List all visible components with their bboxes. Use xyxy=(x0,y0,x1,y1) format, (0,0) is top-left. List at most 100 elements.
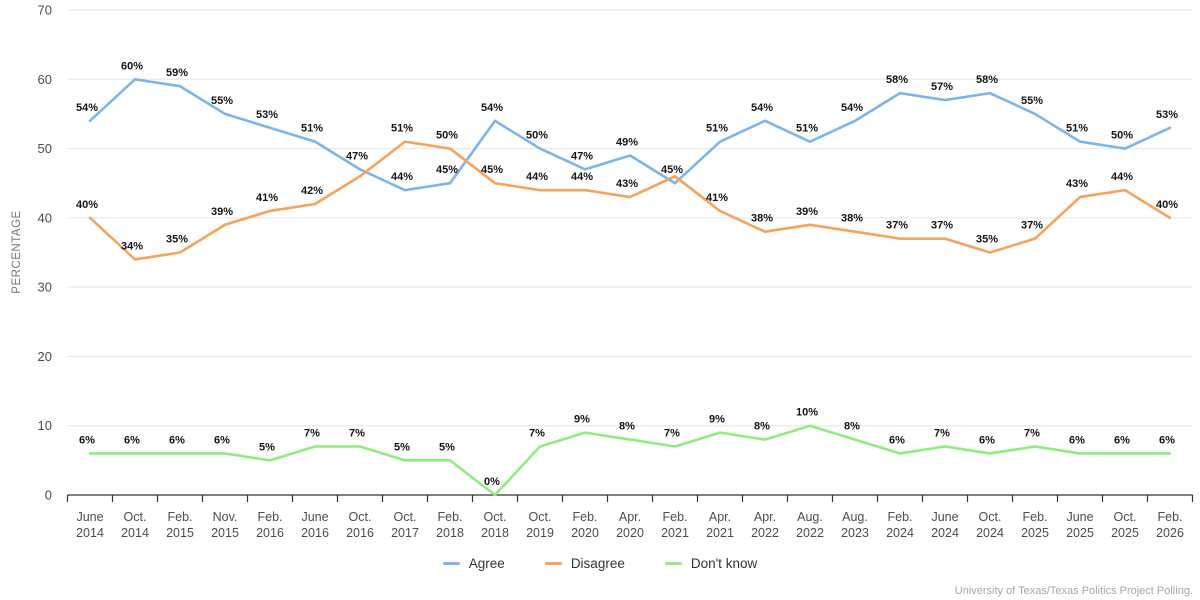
disagree-data-label: 37% xyxy=(1021,220,1043,232)
don-t-know-data-label: 6% xyxy=(979,434,995,446)
x-tick-label-year: 2024 xyxy=(976,526,1004,540)
agree-data-label: 54% xyxy=(76,102,98,114)
disagree-line[interactable] xyxy=(88,140,1172,261)
agree-data-label: 58% xyxy=(976,74,998,86)
disagree-data-label: 39% xyxy=(796,206,818,218)
source-credit: University of Texas/Texas Politics Proje… xyxy=(954,585,1193,597)
disagree-data-label: 37% xyxy=(931,220,953,232)
x-tick-label-year: 2022 xyxy=(796,526,824,540)
don-t-know-data-label: 9% xyxy=(574,414,590,426)
y-tick-label: 10 xyxy=(38,418,52,433)
agree-line[interactable] xyxy=(88,77,1172,192)
x-tick-label-year: 2019 xyxy=(526,526,554,540)
x-tick-label-year: 2014 xyxy=(121,526,149,540)
don-t-know-data-label: 7% xyxy=(1024,428,1040,440)
x-tick-label-year: 2022 xyxy=(751,526,779,540)
y-tick-label: 30 xyxy=(38,280,52,295)
x-tick-label-month: Oct. xyxy=(124,510,147,524)
agree-data-label: 51% xyxy=(796,123,818,135)
x-tick-label-year: 2025 xyxy=(1066,526,1094,540)
don-t-know-data-label: 6% xyxy=(1114,434,1130,446)
x-tick-label-year: 2017 xyxy=(391,526,419,540)
don-t-know-data-label: 7% xyxy=(304,428,320,440)
disagree-data-label: 44% xyxy=(1111,171,1133,183)
disagree-data-label: 35% xyxy=(976,234,998,246)
x-tick-label-month: Oct. xyxy=(484,510,507,524)
x-tick-label-year: 2016 xyxy=(301,526,329,540)
x-tick-label-year: 2023 xyxy=(841,526,869,540)
disagree-data-label: 41% xyxy=(706,192,728,204)
disagree-data-label: 44% xyxy=(526,171,548,183)
x-tick-label-month: Nov. xyxy=(213,510,238,524)
x-tick-label-year: 2024 xyxy=(886,526,914,540)
x-tick-label-year: 2018 xyxy=(481,526,509,540)
agree-data-label: 45% xyxy=(436,164,458,176)
don-t-know-data-label: 6% xyxy=(124,434,140,446)
legend-label: Agree xyxy=(468,556,505,571)
don-t-know-data-label: 6% xyxy=(214,434,230,446)
x-tick-label-year: 2021 xyxy=(661,526,689,540)
agree-data-label: 44% xyxy=(391,171,413,183)
disagree-data-label: 44% xyxy=(571,171,593,183)
don-t-know-data-label: 6% xyxy=(79,434,95,446)
agree-data-label: 54% xyxy=(841,102,863,114)
y-axis-title: PERCENTAGE xyxy=(11,210,23,293)
legend-label: Don't know xyxy=(690,556,758,571)
legend-label: Disagree xyxy=(570,556,625,571)
agree-data-label: 60% xyxy=(121,60,143,72)
x-tick-label-month: Oct. xyxy=(394,510,417,524)
don-t-know-line[interactable] xyxy=(88,424,1172,497)
agree-data-label: 53% xyxy=(256,109,278,121)
agree-data-label: 47% xyxy=(346,150,368,162)
x-tick-label-month: Oct. xyxy=(979,510,1002,524)
x-tick-label-year: 2025 xyxy=(1111,526,1139,540)
don-t-know-data-label: 7% xyxy=(349,428,365,440)
y-tick-label: 0 xyxy=(45,488,52,503)
disagree-data-label: 35% xyxy=(166,234,188,246)
agree-data-label: 51% xyxy=(706,123,728,135)
agree-data-label: 59% xyxy=(166,67,188,79)
x-tick-label-year: 2024 xyxy=(931,526,959,540)
x-tick-label-year: 2015 xyxy=(166,526,194,540)
agree-data-label: 51% xyxy=(1066,123,1088,135)
don-t-know-data-label: 5% xyxy=(439,441,455,453)
agree-data-label: 50% xyxy=(526,130,548,142)
don-t-know-data-label: 8% xyxy=(844,421,860,433)
x-tick-label-year: 2021 xyxy=(706,526,734,540)
agree-data-label: 50% xyxy=(1111,130,1133,142)
x-tick-label-year: 2018 xyxy=(436,526,464,540)
disagree-data-label: 50% xyxy=(436,130,458,142)
disagree-data-label: 41% xyxy=(256,192,278,204)
x-tick-label-month: Apr. xyxy=(754,510,776,524)
x-tick-label-year: 2025 xyxy=(1021,526,1049,540)
agree-data-label: 54% xyxy=(751,102,773,114)
y-tick-label: 60 xyxy=(38,72,52,87)
disagree-data-label: 38% xyxy=(751,213,773,225)
don-t-know-data-label: 9% xyxy=(709,414,725,426)
disagree-data-label: 51% xyxy=(391,123,413,135)
x-tick-label-month: Feb. xyxy=(662,510,687,524)
legend-item-agree[interactable]: Agree xyxy=(442,556,505,571)
x-tick-label-month: Apr. xyxy=(709,510,731,524)
don-t-know-data-label: 5% xyxy=(259,441,275,453)
x-tick-label-month: Feb. xyxy=(887,510,912,524)
agree-data-label: 55% xyxy=(211,95,233,107)
x-tick-label-year: 2016 xyxy=(346,526,374,540)
legend-item-don-t-know[interactable]: Don't know xyxy=(664,556,758,571)
y-tick-label: 40 xyxy=(38,210,52,225)
disagree-data-label: 43% xyxy=(1066,178,1088,190)
x-tick-label-month: Oct. xyxy=(349,510,372,524)
don-t-know-swatch-icon xyxy=(664,562,682,565)
legend-item-disagree[interactable]: Disagree xyxy=(544,556,625,571)
x-tick-label-month: Feb. xyxy=(167,510,192,524)
don-t-know-data-label: 5% xyxy=(394,441,410,453)
disagree-data-label: 34% xyxy=(121,240,143,252)
agree-data-label: 47% xyxy=(571,150,593,162)
x-tick-label-month: Feb. xyxy=(1022,510,1047,524)
x-tick-label-month: June xyxy=(1066,510,1093,524)
y-tick-label: 70 xyxy=(38,3,52,18)
agree-data-label: 55% xyxy=(1021,95,1043,107)
disagree-data-label: 40% xyxy=(76,199,98,211)
y-tick-label: 20 xyxy=(38,349,52,364)
